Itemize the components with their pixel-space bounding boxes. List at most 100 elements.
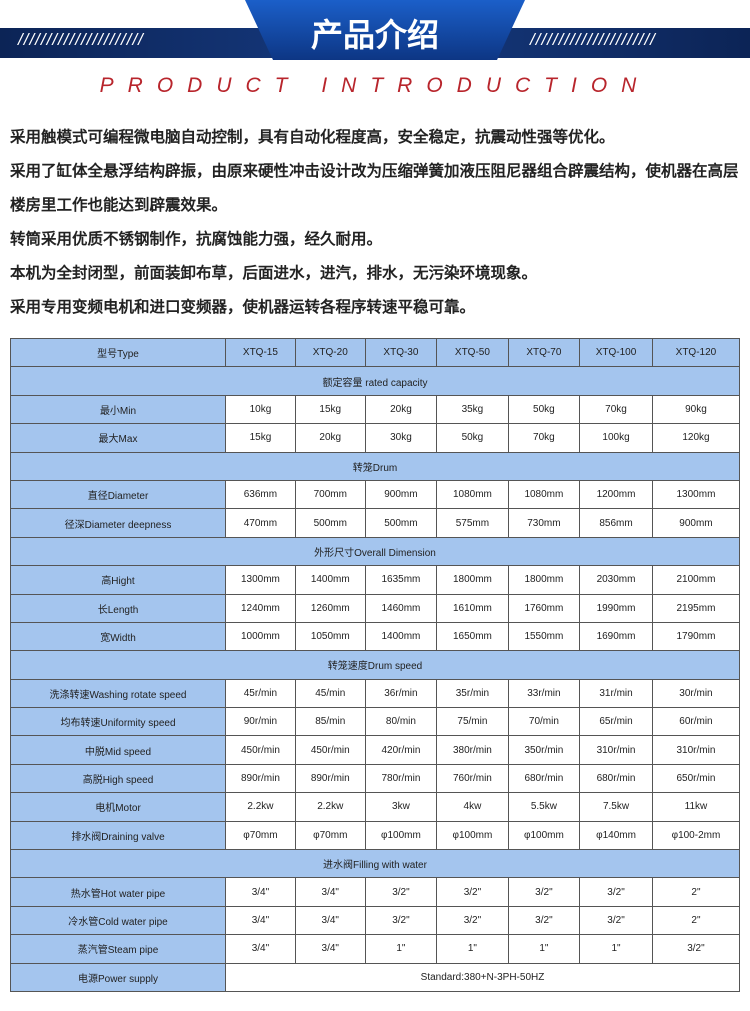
table-cell: 65r/min: [579, 707, 653, 737]
table-cell: 冷水管Cold water pipe: [10, 905, 226, 936]
section-row: 转笼速度Drum speed: [10, 650, 740, 680]
table-cell: 1": [364, 934, 438, 964]
table-cell: 15kg: [294, 394, 366, 425]
table-cell: 31r/min: [579, 678, 653, 709]
table-cell: 转笼Drum: [10, 451, 740, 481]
table-cell: 热水管Hot water pipe: [10, 877, 226, 907]
table-cell: 长Length: [10, 593, 226, 623]
table-cell: 洗涤转速Washing rotate speed: [10, 678, 226, 709]
table-cell: 5.5kw: [507, 792, 581, 822]
section-row: 转笼Drum: [10, 451, 740, 481]
table-cell: φ100mm: [436, 820, 509, 851]
table-cell: 3/2": [579, 905, 653, 936]
table-cell: 3/4": [294, 934, 366, 964]
table-cell: 2030mm: [579, 565, 653, 595]
table-cell: 3/2": [436, 905, 509, 936]
table-row: 均布转速Uniformity speed 90r/min 85/min 80/min 7…: [10, 707, 741, 737]
table-cell: 33r/min: [507, 678, 581, 709]
table-row: 排水阀Draining valve φ70mm φ70mm φ100mm φ100mm φ…: [10, 820, 741, 851]
table-cell: 2": [651, 877, 741, 907]
page-subtitle: PRODUCT INTRODUCTION: [99, 74, 651, 97]
table-cell: 电机Motor: [10, 792, 226, 822]
intro-paragraph: 转筒采用优质不锈钢制作，抗腐蚀能力强，经久耐用。: [10, 230, 383, 248]
table-row: 冷水管Cold water pipe 3/4" 3/4" 3/2" 3/2" 3/2" 3/…: [10, 905, 741, 936]
table-cell: 75/min: [436, 707, 509, 737]
table-cell: 排水阀Draining valve: [10, 820, 226, 851]
intro-paragraph: 采用了缸体全悬浮结构辟振，由原来硬性冲击设计改为压缩弹簧加液压阻尼器组合辟震结构…: [10, 162, 739, 214]
table-cell: 7.5kw: [579, 792, 653, 822]
table-row: 高脱High speed 890r/min 890r/min 780r/min 760r…: [10, 763, 741, 794]
table-row: 中脱Mid speed 450r/min 450r/min 420r/min 380r/…: [10, 735, 741, 765]
table-row: 最小Min 10kg 15kg 20kg 35kg 50kg 70kg 90kg: [10, 394, 741, 425]
table-cell: 100kg: [579, 423, 653, 453]
table-cell: 310r/min: [579, 735, 653, 765]
table-row: 宽Width 1000mm 1050mm 1400mm 1650mm 1550mm 1690…: [10, 621, 741, 652]
table-cell: 70kg: [507, 423, 581, 453]
table-cell: φ70mm: [225, 820, 296, 851]
table-cell: 45/min: [294, 678, 366, 709]
banner: ////////////////////// /////////////////…: [0, 0, 750, 60]
table-cell: 680r/min: [507, 763, 581, 794]
table-cell: 35r/min: [436, 678, 509, 709]
spec-table: 型号Type XTQ-15 XTQ-20 XTQ-30 XTQ-50 XTQ-70 XTQ-…: [10, 337, 741, 992]
table-cell: 蒸汽管Steam pipe: [10, 934, 226, 964]
table-cell: 型号Type: [10, 337, 226, 368]
table-cell: 470mm: [225, 508, 296, 538]
table-cell: 3/4": [294, 877, 366, 907]
table-cell: 1240mm: [225, 593, 296, 623]
table-cell: 20kg: [364, 394, 438, 425]
table-cell: 1635mm: [364, 565, 438, 595]
table-cell: φ70mm: [294, 820, 366, 851]
section-row: 外形尺寸Overall Dimension: [10, 536, 740, 567]
table-cell: φ140mm: [579, 820, 653, 851]
table-cell: 1400mm: [364, 621, 438, 652]
table-cell: 1080mm: [507, 479, 581, 510]
table-cell: 3/2": [507, 905, 581, 936]
table-row: 蒸汽管Steam pipe 3/4" 3/4" 1" 1" 1" 1" 3/2": [10, 934, 741, 964]
section-row: 进水阀Filling with water: [10, 849, 740, 879]
intro-text: 采用触模式可编程微电脑自动控制，具有自动化程度高，安全稳定，抗震动性强等优化。采…: [10, 120, 740, 324]
table-cell: 10kg: [225, 394, 296, 425]
table-cell: 1000mm: [225, 621, 296, 652]
page-title: 产品介绍: [310, 16, 439, 54]
table-cell: 70/min: [507, 707, 581, 737]
table-cell: XTQ-30: [364, 337, 438, 368]
table-cell: 3/2": [364, 905, 438, 936]
table-row: 电机Motor 2.2kw 2.2kw 3kw 4kw 5.5kw 7.5kw 11kw: [10, 792, 741, 822]
table-cell: 1650mm: [436, 621, 509, 652]
table-cell: 500mm: [364, 508, 438, 538]
table-cell: 350r/min: [507, 735, 581, 765]
table-cell: 宽Width: [10, 621, 226, 652]
table-cell: 1690mm: [579, 621, 653, 652]
table-cell: 3kw: [364, 792, 438, 822]
table-cell: 1300mm: [225, 565, 296, 595]
table-cell: 2.2kw: [225, 792, 296, 822]
table-cell: 径深Diameter deepness: [10, 508, 226, 538]
table-cell: 1": [579, 934, 653, 964]
table-cell: 高脱High speed: [10, 763, 226, 794]
table-cell: 500mm: [294, 508, 366, 538]
table-cell: 3/2": [651, 934, 741, 964]
table-cell: 1": [436, 934, 509, 964]
table-cell: 35kg: [436, 394, 509, 425]
table-cell: 700mm: [294, 479, 366, 510]
table-row: 径深Diameter deepness 470mm 500mm 500mm 575mm 7…: [10, 508, 741, 538]
table-cell: 1260mm: [294, 593, 366, 623]
table-cell: 636mm: [225, 479, 296, 510]
table-row: 电源Power supply Standard:380+N-3PH-50HZ: [10, 962, 740, 992]
table-cell: 直径Diameter: [10, 479, 226, 510]
table-cell: XTQ-15: [225, 337, 296, 368]
table-cell: 1610mm: [436, 593, 509, 623]
table-row: 高Hight 1300mm 1400mm 1635mm 1800mm 1800mm 2030…: [10, 565, 741, 595]
table-cell: 60r/min: [651, 707, 741, 737]
table-cell: 高Hight: [10, 565, 226, 595]
table-cell: 90r/min: [225, 707, 296, 737]
table-cell: 转笼速度Drum speed: [10, 650, 740, 680]
intro-paragraph: 本机为全封闭型，前面装卸布草，后面进水，进汽，排水，无污染环境现象。: [10, 264, 538, 282]
table-cell: 1800mm: [436, 565, 509, 595]
table-row: 最大Max 15kg 20kg 30kg 50kg 70kg 100kg 120kg: [10, 423, 741, 453]
table-cell: XTQ-70: [507, 337, 581, 368]
table-cell: 890r/min: [225, 763, 296, 794]
table-cell: 2195mm: [651, 593, 741, 623]
table-cell: 900mm: [651, 508, 741, 538]
